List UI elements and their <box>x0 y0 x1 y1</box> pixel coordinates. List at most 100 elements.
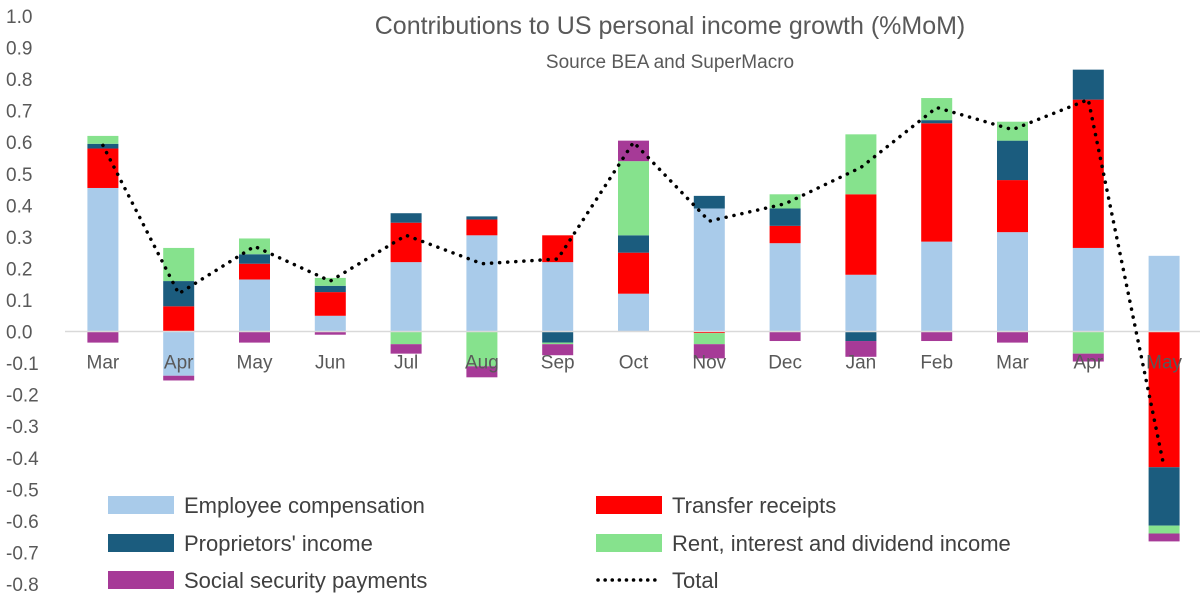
y-tick-label: 0.9 <box>6 39 32 60</box>
bar-segment-transfer-receipts <box>390 222 422 263</box>
bar-segment-employee-compensation <box>997 232 1028 332</box>
bar-segment-transfer-receipts <box>921 123 953 242</box>
y-tick-label: -0.6 <box>6 512 39 533</box>
x-tick-label: Jan <box>846 353 877 374</box>
bar-segment-employee-compensation <box>466 235 498 332</box>
bar-segment-transfer-receipts <box>845 194 877 275</box>
y-tick-label: -0.4 <box>6 449 39 470</box>
bar-segment-employee-compensation <box>314 315 346 332</box>
bar-segment-employee-compensation <box>87 187 119 332</box>
bar-segment-proprietors-income <box>466 216 498 220</box>
x-tick-label: Sep <box>541 353 575 374</box>
bar-segment-employee-compensation <box>1148 255 1180 332</box>
y-tick-label: -0.5 <box>6 480 39 501</box>
x-tick-label: Apr <box>164 353 194 374</box>
y-tick-label: 0.0 <box>6 323 32 344</box>
bar-segment-rent-interest-and-dividend-income <box>921 98 953 121</box>
bar-segment-transfer-receipts <box>466 219 498 236</box>
bar-segment-proprietors-income <box>921 120 953 124</box>
y-tick-label: -0.2 <box>6 386 39 407</box>
bar-segment-social-security-payments <box>769 331 801 342</box>
y-tick-label: 0.2 <box>6 259 32 280</box>
bar-segment-social-security-payments <box>466 366 498 378</box>
bar-segment-transfer-receipts <box>163 306 195 332</box>
bar-segment-social-security-payments <box>997 331 1028 343</box>
x-tick-label: Jun <box>315 353 346 374</box>
y-tick-label: -0.8 <box>6 575 39 596</box>
bar-segment-employee-compensation <box>921 241 953 332</box>
legend-swatch-rent-interest-and-dividend-income <box>596 534 662 552</box>
bar-segment-rent-interest-and-dividend-income <box>87 135 119 144</box>
y-tick-label: 0.4 <box>6 196 33 217</box>
bar-segment-social-security-payments <box>542 344 574 356</box>
bar-segment-proprietors-income <box>693 195 725 209</box>
bars <box>87 69 1180 542</box>
x-tick-label: Mar <box>996 353 1029 374</box>
x-tick-label: Jul <box>394 353 418 374</box>
y-tick-label: -0.3 <box>6 417 39 438</box>
bar-segment-proprietors-income <box>1148 467 1180 526</box>
legend-label-transfer-receipts: Transfer receipts <box>672 493 836 518</box>
bar-segment-rent-interest-and-dividend-income <box>542 342 574 345</box>
bar-segment-rent-interest-and-dividend-income <box>618 161 649 236</box>
bar-segment-social-security-payments <box>845 341 877 357</box>
bar-segment-rent-interest-and-dividend-income <box>845 134 877 195</box>
bar-segment-social-security-payments <box>87 331 119 343</box>
bar-segment-rent-interest-and-dividend-income <box>1148 525 1180 534</box>
y-tick-label: 0.3 <box>6 228 32 249</box>
bar-segment-employee-compensation <box>163 331 195 376</box>
legend: Employee compensation Transfer receipts Pr… <box>108 493 1011 593</box>
bar-segment-employee-compensation <box>618 293 649 332</box>
x-tick-label: May <box>237 353 273 374</box>
bar-segment-rent-interest-and-dividend-income <box>1072 331 1104 354</box>
x-tick-label: Aug <box>465 353 499 374</box>
y-tick-label: -0.7 <box>6 543 39 564</box>
legend-swatch-employee-compensation <box>108 496 174 514</box>
bar-segment-transfer-receipts <box>693 331 725 334</box>
x-tick-label: Dec <box>768 353 802 374</box>
y-tick-label: 0.7 <box>6 102 32 123</box>
bar-segment-social-security-payments <box>693 344 725 359</box>
bar-segment-transfer-receipts <box>618 252 649 294</box>
bar-segment-transfer-receipts <box>314 292 346 316</box>
y-tick-label: 1.0 <box>6 7 32 28</box>
bar-segment-proprietors-income <box>997 140 1028 181</box>
bar-segment-rent-interest-and-dividend-income <box>997 121 1028 141</box>
bar-segment-proprietors-income <box>239 254 270 264</box>
y-tick-label: -0.1 <box>6 354 39 375</box>
bar-segment-employee-compensation <box>390 262 422 332</box>
bar-segment-employee-compensation <box>693 208 725 332</box>
legend-label-social-security-payments: Social security payments <box>184 568 427 593</box>
legend-swatch-transfer-receipts <box>596 496 662 514</box>
bar-segment-rent-interest-and-dividend-income <box>693 333 725 345</box>
bar-segment-transfer-receipts <box>1148 331 1180 468</box>
bar-segment-rent-interest-and-dividend-income <box>390 331 422 345</box>
bar-segment-proprietors-income <box>769 208 801 226</box>
bar-segment-social-security-payments <box>163 375 195 381</box>
bar-segment-proprietors-income <box>163 281 195 307</box>
legend-swatch-proprietors-income <box>108 534 174 552</box>
bar-segment-employee-compensation <box>769 243 801 332</box>
bar-segment-social-security-payments <box>921 331 953 342</box>
y-tick-label: 0.5 <box>6 165 32 186</box>
bar-segment-social-security-payments <box>239 331 270 343</box>
bar-segment-transfer-receipts <box>542 235 574 263</box>
bar-segment-rent-interest-and-dividend-income <box>466 331 498 367</box>
bar-segment-proprietors-income <box>542 331 574 343</box>
bar-segment-employee-compensation <box>542 262 574 332</box>
x-tick-label: May <box>1146 353 1182 374</box>
chart-subtitle: Source BEA and SuperMacro <box>546 52 794 73</box>
bar-segment-social-security-payments <box>618 140 649 162</box>
bar-segment-rent-interest-and-dividend-income <box>769 194 801 209</box>
y-axis: 1.0 0.9 0.8 0.7 0.6 0.5 0.4 0.3 0.2 0.1 0.0 -0.1 -0.… <box>6 7 39 596</box>
x-axis: Mar Apr May Jun Jul Aug Sep Oct Nov Dec Jan Feb Mar A… <box>87 353 1183 374</box>
bar-segment-transfer-receipts <box>997 180 1028 233</box>
y-tick-label: 0.1 <box>6 291 32 312</box>
x-tick-label: Feb <box>920 353 953 374</box>
y-tick-label: 0.8 <box>6 70 32 91</box>
bar-segment-social-security-payments <box>390 344 422 354</box>
total-line <box>101 97 1166 469</box>
bar-segment-transfer-receipts <box>239 263 270 280</box>
